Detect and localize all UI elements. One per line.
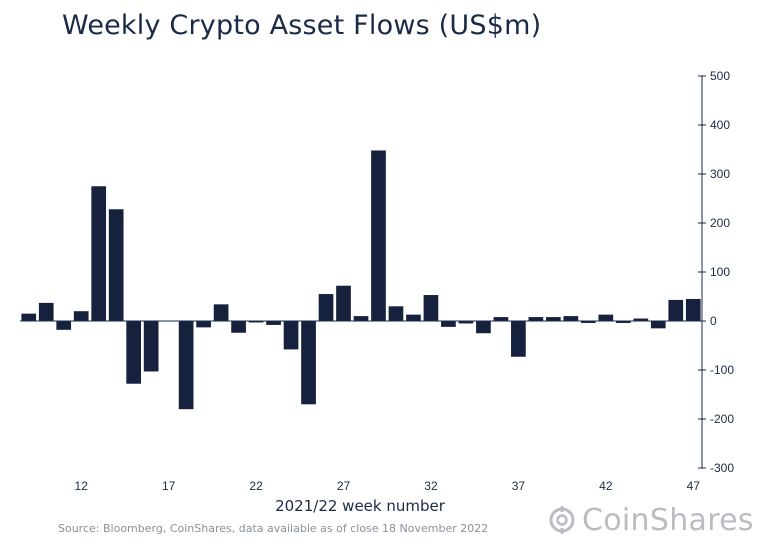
bar-week-46 <box>668 299 684 321</box>
y-tick-label: -300 <box>710 461 734 475</box>
y-tick-label: 200 <box>710 216 730 230</box>
coinshares-logo-icon <box>549 506 575 534</box>
bar-week-29 <box>371 150 386 321</box>
brand-name: CoinShares <box>582 502 754 538</box>
bar-week-40 <box>563 316 579 321</box>
y-tick-label: 300 <box>710 167 730 181</box>
bar-week-15 <box>126 321 142 384</box>
x-tick-label: 17 <box>162 479 176 493</box>
chart-title: Weekly Crypto Asset Flows (US$m) <box>62 10 542 41</box>
x-tick-label: 27 <box>337 479 351 493</box>
bar-week-38 <box>528 317 544 321</box>
bar-week-30 <box>388 306 404 321</box>
bar-week-27 <box>336 285 351 321</box>
bar-week-44 <box>633 318 649 321</box>
bar-week-25 <box>301 321 316 405</box>
bar-week-22 <box>248 321 264 323</box>
x-tick-label: 42 <box>599 479 613 493</box>
bar-week-23 <box>266 321 281 325</box>
bar-week-33 <box>441 321 456 327</box>
bar-week-43 <box>615 321 631 323</box>
bar-week-47 <box>685 298 701 321</box>
bar-week-42 <box>598 314 614 321</box>
brand-logo: CoinShares <box>548 502 754 538</box>
bar-week-39 <box>546 317 561 321</box>
y-tick-label: 500 <box>710 69 730 83</box>
bar-week-36 <box>493 317 509 321</box>
bar-week-37 <box>511 321 526 357</box>
source-note: Source: Bloomberg, CoinShares, data avai… <box>58 522 489 535</box>
y-tick-label: -100 <box>710 363 734 377</box>
bar-week-9 <box>21 313 37 321</box>
x-axis-title: 2021/22 week number <box>0 497 720 515</box>
bar-week-45 <box>650 321 666 329</box>
y-tick-label: 400 <box>710 118 730 132</box>
x-tick-label: 32 <box>424 479 438 493</box>
bar-week-10 <box>38 302 54 321</box>
bar-week-41 <box>580 321 596 323</box>
bar-week-20 <box>213 304 229 321</box>
bar-week-35 <box>476 321 491 334</box>
bar-week-11 <box>56 321 72 330</box>
bar-week-12 <box>73 311 89 321</box>
x-axis-title-text: 2021/22 week number <box>275 497 445 515</box>
x-tick-label: 22 <box>249 479 263 493</box>
bar-week-16 <box>143 321 159 372</box>
x-tick-label: 12 <box>75 479 89 493</box>
x-tick-label: 37 <box>512 479 526 493</box>
bar-week-31 <box>406 314 421 321</box>
y-tick-label: 0 <box>710 314 717 328</box>
bar-week-19 <box>196 321 211 328</box>
bar-week-13 <box>91 186 107 321</box>
y-tick-label: 100 <box>710 265 730 279</box>
bar-week-24 <box>283 321 299 350</box>
bar-week-21 <box>231 321 246 333</box>
bar-week-26 <box>318 294 334 321</box>
bar-week-34 <box>458 321 474 324</box>
y-tick-label: -200 <box>710 412 734 426</box>
bar-week-32 <box>423 295 439 321</box>
bar-week-14 <box>108 209 124 321</box>
bar-week-18 <box>178 321 194 410</box>
bar-week-28 <box>353 316 369 321</box>
x-tick-label: 47 <box>687 479 701 493</box>
